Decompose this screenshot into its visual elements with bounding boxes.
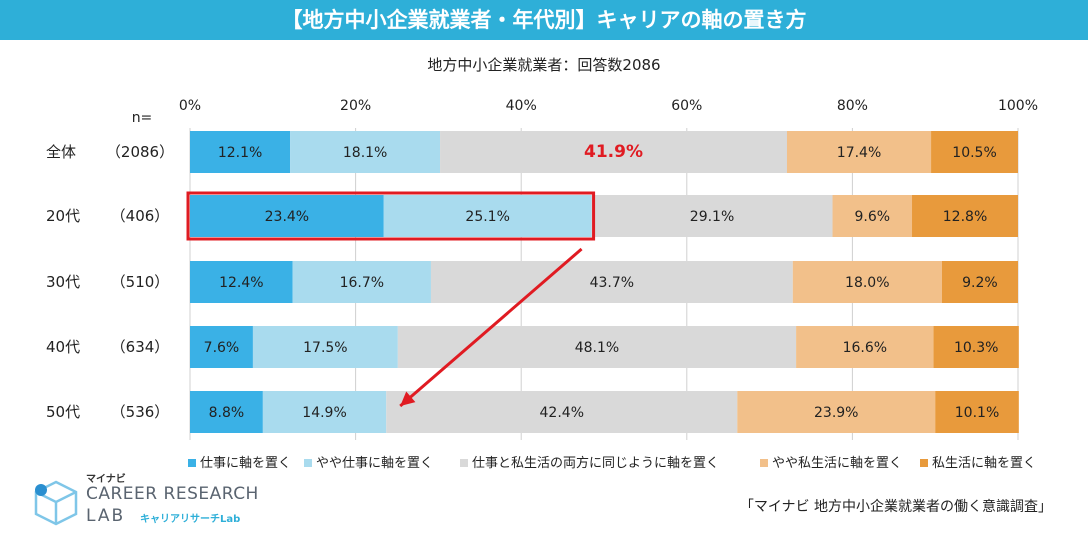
- bar-segment: [383, 195, 592, 237]
- bar-segment: [190, 195, 384, 237]
- x-tick-label: 100%: [998, 98, 1038, 114]
- bar-segment: [786, 131, 932, 173]
- bar-segment: [190, 261, 293, 303]
- x-tick-label: 0%: [179, 98, 201, 114]
- bar-segment: [190, 391, 263, 433]
- bar-segment: [290, 131, 441, 173]
- data-label: 8.8%: [209, 405, 245, 421]
- count-label: （2086）: [106, 143, 174, 161]
- highlight-arrow-line: [399, 247, 583, 408]
- logo-line-1: CAREER RESEARCH: [86, 484, 259, 504]
- legend-label: やや私生活に軸を置く: [772, 456, 902, 471]
- data-label: 9.6%: [854, 209, 890, 225]
- category-label: 40代: [46, 338, 80, 356]
- n-label: n=: [132, 110, 153, 126]
- legend-label: やや仕事に軸を置く: [316, 456, 433, 471]
- logo-subtext: キャリアリサーチLab: [140, 514, 241, 525]
- data-label: 23.4%: [265, 209, 309, 225]
- legend-label: 仕事と私生活の両方に同じように軸を置く: [472, 455, 719, 471]
- data-label: 14.9%: [302, 405, 346, 421]
- bar-segment: [796, 326, 934, 368]
- category-label: 全体: [46, 143, 76, 161]
- category-label: 20代: [46, 207, 80, 225]
- legend-swatch: [188, 459, 196, 467]
- count-label: （536）: [111, 403, 170, 421]
- legend-swatch: [460, 459, 468, 467]
- bar-segment: [931, 131, 1018, 173]
- data-label: 29.1%: [690, 209, 734, 225]
- career-research-lab-logo: マイナビ CAREER RESEARCH LAB キャリアリサーチLab: [32, 470, 272, 530]
- cube-logo-icon: [34, 480, 78, 526]
- data-label: 16.7%: [340, 275, 384, 291]
- x-tick-label: 60%: [671, 98, 702, 114]
- bar-segment: [941, 261, 1018, 303]
- x-tick-label: 20%: [340, 98, 371, 114]
- bar-segment: [933, 326, 1019, 368]
- x-tick-label: 40%: [506, 98, 537, 114]
- data-label: 17.4%: [837, 145, 881, 161]
- data-label: 18.1%: [343, 145, 387, 161]
- bar-segment: [252, 326, 398, 368]
- data-label: 16.6%: [843, 340, 887, 356]
- data-label: 41.9%: [584, 142, 643, 162]
- bar-segment: [430, 261, 793, 303]
- bar-segment: [912, 195, 1018, 237]
- data-label: 12.4%: [219, 275, 263, 291]
- x-tick-label: 80%: [837, 98, 868, 114]
- bar-segment: [440, 131, 787, 173]
- data-label: 42.4%: [540, 405, 584, 421]
- data-label: 25.1%: [465, 209, 509, 225]
- legend-swatch: [920, 459, 928, 467]
- data-label: 10.5%: [952, 145, 996, 161]
- bar-segment: [262, 391, 387, 433]
- bar-segment: [591, 195, 833, 237]
- category-label: 30代: [46, 273, 80, 291]
- legend-swatch: [304, 459, 312, 467]
- bar-segment: [397, 326, 797, 368]
- logo-line-2: LAB: [86, 506, 126, 526]
- data-label: 9.2%: [962, 275, 998, 291]
- data-label: 12.1%: [218, 145, 262, 161]
- count-label: （406）: [111, 207, 170, 225]
- data-label: 23.9%: [814, 405, 858, 421]
- highlight-arrow-head: [400, 391, 416, 406]
- data-label: 12.8%: [943, 209, 987, 225]
- source-citation: 「マイナビ 地方中小企業就業者の働く意識調査」: [739, 499, 1052, 515]
- highlight-box: [186, 191, 596, 241]
- data-label: 7.6%: [204, 340, 240, 356]
- data-label: 17.5%: [303, 340, 347, 356]
- category-label: 50代: [46, 403, 80, 421]
- bar-segment: [292, 261, 431, 303]
- count-label: （510）: [111, 273, 170, 291]
- data-label: 43.7%: [590, 275, 634, 291]
- bar-segment: [792, 261, 942, 303]
- bar-segment: [190, 326, 253, 368]
- bar-segment: [935, 391, 1019, 433]
- bar-segment: [832, 195, 913, 237]
- bar-segment: [386, 391, 738, 433]
- chart-subtitle: 地方中小企業就業者：回答数2086: [427, 56, 661, 74]
- bar-segment: [737, 391, 936, 433]
- legend-swatch: [760, 459, 768, 467]
- count-label: （634）: [111, 338, 170, 356]
- bar-segment: [190, 131, 291, 173]
- data-label: 10.1%: [955, 405, 999, 421]
- chart-title-banner: 【地方中小企業就業者・年代別】キャリアの軸の置き方: [0, 0, 1088, 40]
- logo-brand-text: マイナビ: [86, 474, 126, 485]
- legend-label: 仕事に軸を置く: [200, 456, 291, 471]
- legend-label: 私生活に軸を置く: [932, 456, 1036, 471]
- data-label: 10.3%: [954, 340, 998, 356]
- data-label: 48.1%: [575, 340, 619, 356]
- data-label: 18.0%: [845, 275, 889, 291]
